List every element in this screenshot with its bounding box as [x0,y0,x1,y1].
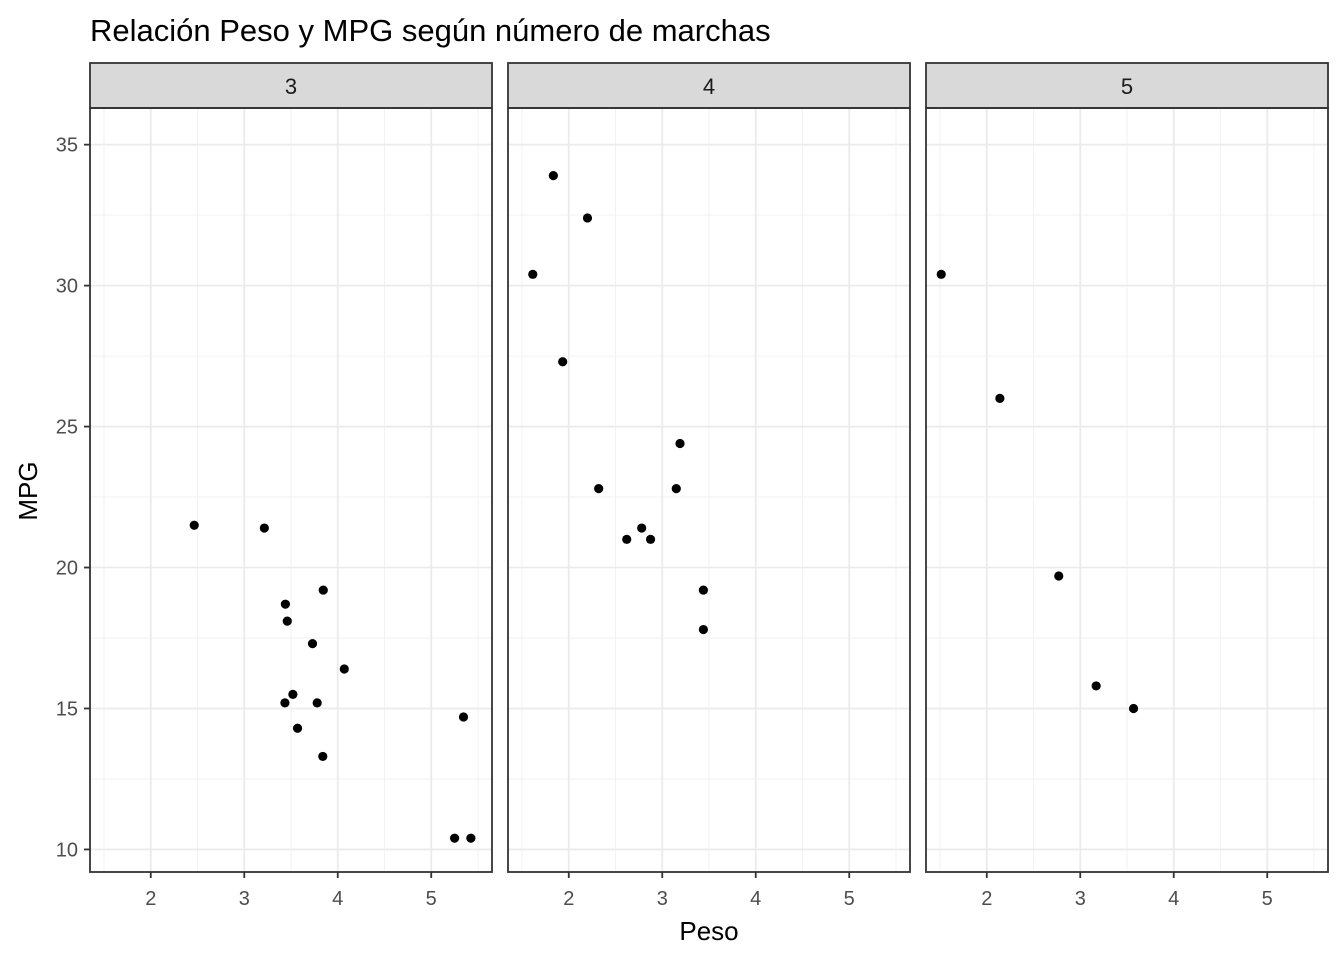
panel-border [925,107,1329,873]
data-point [622,534,632,544]
data-point [307,639,318,649]
data-point [339,664,349,674]
facet-panel-4: 4 2 3 4 5 [507,62,911,910]
data-point [466,833,476,843]
y-tick-label: 30 [56,276,78,298]
data-point [458,712,469,722]
data-point [280,599,290,609]
data-point [698,585,708,595]
x-tick-label: 2 [981,888,992,910]
chart-title: Relación Peso y MPG según número de marc… [90,13,771,48]
x-tick-label: 3 [657,888,668,910]
data-point [528,269,538,279]
facet-strip-label: 5 [1121,74,1133,99]
data-point [645,534,656,544]
data-point [558,357,568,367]
data-point [1054,571,1064,581]
y-tick-label: 10 [56,839,78,861]
data-point [594,483,604,494]
data-point [675,438,685,449]
x-tick-label: 5 [426,888,437,910]
x-tick-label: 3 [239,888,250,910]
facet-panel-3: 3 2 3 4 5 [89,62,493,910]
data-point [280,698,290,708]
panels-layer: 3 2 3 4 5 4 2 3 4 5 5 2 3 4 5 10 15 20 25 30 35 [56,62,1329,910]
facet-strip [925,62,1329,109]
x-tick-label: 5 [844,888,855,910]
facet-strip [507,62,911,109]
data-point [450,833,460,843]
x-tick-label: 4 [1168,888,1179,910]
facet-panel-5: 5 2 3 4 5 [925,62,1329,910]
panel-border [507,107,911,873]
x-tick-label: 5 [1262,888,1273,910]
data-point [582,213,593,223]
x-tick-label: 2 [145,888,156,910]
y-tick-label: 25 [56,417,78,439]
x-axis-title: Peso [679,916,738,946]
data-point [637,523,647,533]
y-tick-label: 35 [56,135,78,157]
y-axis-title: MPG [13,461,43,520]
facet-strip-label: 4 [703,74,715,99]
data-point [292,723,303,733]
data-point [995,393,1005,403]
data-point [318,585,328,595]
x-tick-label: 3 [1075,888,1086,910]
data-point [259,523,269,533]
data-point [318,751,328,762]
data-point [1091,681,1101,691]
data-point [548,171,558,181]
facet-strip-label: 3 [285,74,297,99]
x-tick-label: 2 [563,888,574,910]
data-point [698,624,708,635]
data-point [671,483,681,494]
x-tick-label: 4 [332,888,343,910]
y-tick-label: 20 [56,558,78,580]
data-point [1128,703,1139,714]
data-point [189,520,199,530]
data-point [288,689,298,699]
x-tick-label: 4 [750,888,761,910]
data-point [312,698,322,708]
y-tick-label: 15 [56,698,78,720]
data-point [282,616,292,626]
data-point [936,269,946,279]
panel-border [89,107,493,873]
